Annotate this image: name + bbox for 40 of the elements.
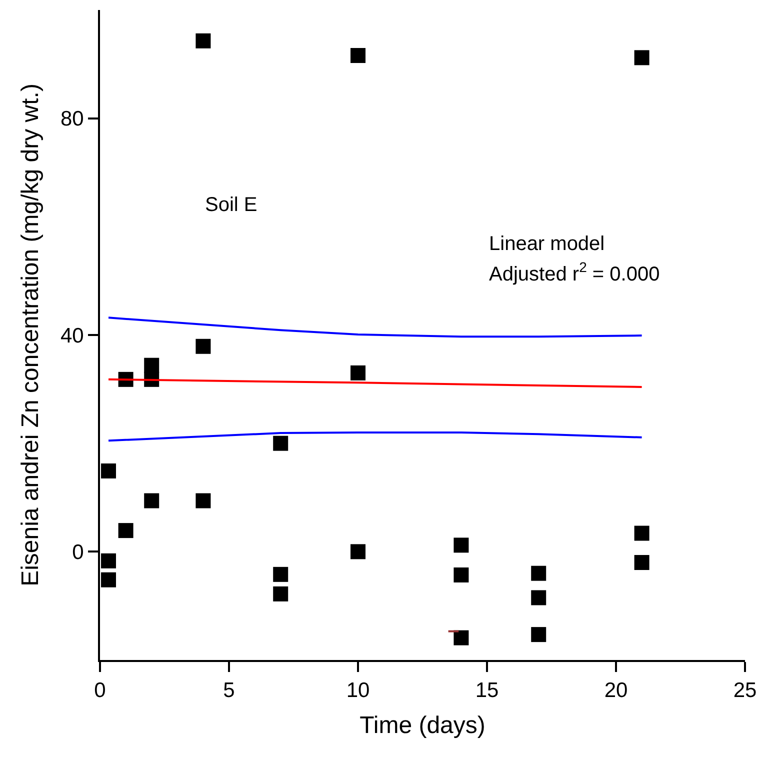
point <box>196 338 211 354</box>
point <box>350 48 366 63</box>
point <box>144 358 160 373</box>
point <box>454 538 469 553</box>
point <box>350 365 366 380</box>
point <box>634 526 650 541</box>
x-tick-label: 15 <box>475 679 499 702</box>
annotation: Linear model <box>489 233 605 255</box>
point <box>101 463 116 478</box>
point <box>634 50 650 66</box>
y-tick-label: 80 <box>60 108 84 131</box>
x-tick-label: 20 <box>604 679 628 702</box>
point <box>531 590 546 606</box>
point <box>273 586 288 602</box>
point <box>196 493 211 508</box>
point <box>101 553 116 568</box>
x-axis-title: Time (days) <box>360 712 486 739</box>
point <box>454 630 469 646</box>
annotation: Soil E <box>205 194 258 216</box>
point <box>273 436 288 451</box>
point <box>531 627 546 642</box>
y-axis-title: Eisenia andrei Zn concentration (mg/kg dry wt.) <box>17 84 44 586</box>
x-tick-label: 25 <box>733 679 757 702</box>
point <box>196 33 211 48</box>
line-series <box>108 432 643 442</box>
x-tick-label: 5 <box>223 679 235 702</box>
point <box>273 566 288 582</box>
x-tick-label: 0 <box>94 679 106 702</box>
y-tick-label: 0 <box>72 541 84 564</box>
y-tick-label: 40 <box>60 324 84 348</box>
point <box>144 493 160 508</box>
x-tick-label: 10 <box>346 679 370 702</box>
point <box>454 567 469 582</box>
point <box>118 523 134 538</box>
point <box>101 572 116 588</box>
point <box>634 555 650 570</box>
line-series <box>108 316 643 338</box>
annotation: Adjusted r$^{2}$ = 0.000 <box>489 259 660 286</box>
point <box>350 544 366 560</box>
point <box>531 566 546 581</box>
